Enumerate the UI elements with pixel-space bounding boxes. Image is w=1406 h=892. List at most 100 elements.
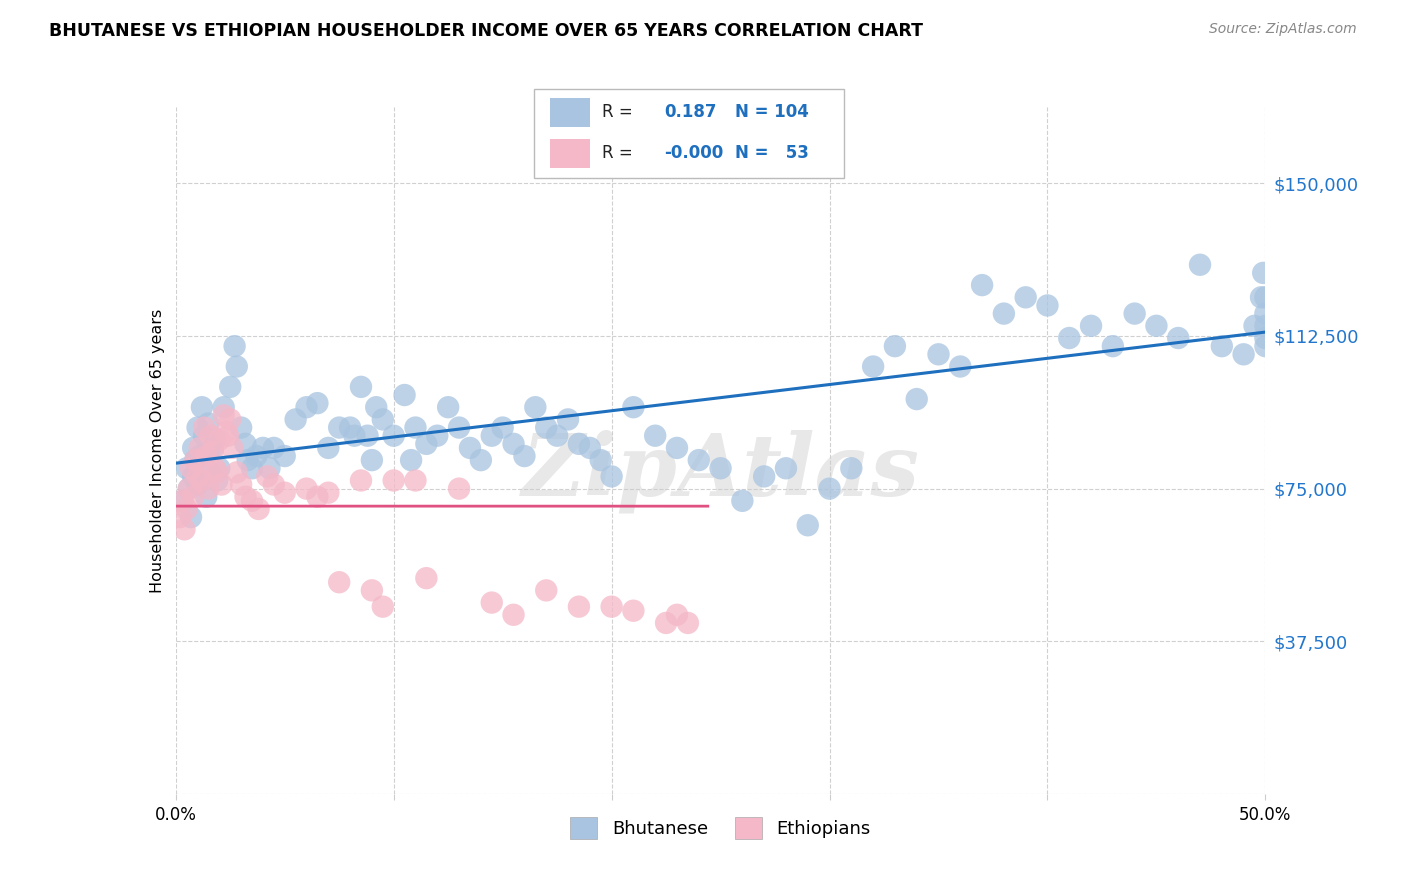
Point	[796, 518, 818, 533]
Point	[295, 401, 318, 415]
Point	[481, 428, 503, 442]
Point	[775, 461, 797, 475]
Point	[197, 482, 219, 496]
Legend: Bhutanese, Ethiopians: Bhutanese, Ethiopians	[562, 810, 879, 847]
Point	[177, 482, 200, 496]
Point	[225, 466, 247, 480]
Point	[1144, 318, 1167, 333]
Point	[197, 445, 219, 459]
Point	[205, 474, 228, 488]
Point	[366, 401, 388, 415]
Point	[193, 428, 215, 442]
Point	[579, 441, 602, 455]
Point	[204, 433, 226, 447]
Point	[195, 490, 218, 504]
Point	[458, 441, 481, 455]
Text: R =: R =	[602, 103, 633, 121]
Point	[225, 359, 247, 374]
Point	[655, 615, 678, 630]
Point	[188, 449, 211, 463]
Text: BHUTANESE VS ETHIOPIAN HOUSEHOLDER INCOME OVER 65 YEARS CORRELATION CHART: BHUTANESE VS ETHIOPIAN HOUSEHOLDER INCOM…	[49, 22, 924, 40]
Point	[343, 428, 366, 442]
Point	[201, 445, 224, 459]
Text: -0.000: -0.000	[664, 145, 724, 162]
Point	[208, 461, 231, 475]
Text: 0.187: 0.187	[664, 103, 717, 121]
Point	[676, 615, 699, 630]
Point	[200, 466, 222, 480]
Point	[546, 428, 568, 442]
Point	[589, 453, 612, 467]
Point	[470, 453, 492, 467]
Point	[970, 278, 993, 293]
Point	[307, 490, 329, 504]
Point	[318, 485, 340, 500]
Point	[568, 599, 591, 614]
Point	[1080, 318, 1102, 333]
Point	[219, 412, 242, 426]
Point	[328, 420, 350, 434]
Point	[184, 453, 207, 467]
Point	[181, 490, 204, 504]
Point	[371, 412, 394, 426]
Point	[949, 359, 972, 374]
Point	[502, 607, 524, 622]
Point	[240, 493, 263, 508]
Point	[557, 412, 579, 426]
Point	[1243, 318, 1265, 333]
Point	[394, 388, 416, 402]
Point	[186, 420, 209, 434]
Point	[172, 493, 194, 508]
Point	[862, 359, 884, 374]
Point	[186, 477, 209, 491]
Point	[382, 428, 405, 442]
Point	[197, 417, 219, 431]
Point	[688, 453, 710, 467]
Point	[217, 428, 239, 442]
Point	[568, 437, 591, 451]
Point	[1167, 331, 1189, 345]
Point	[1254, 318, 1277, 333]
Point	[731, 493, 754, 508]
Point	[235, 437, 257, 451]
Point	[1189, 258, 1212, 272]
Text: R =: R =	[602, 145, 633, 162]
Point	[339, 420, 361, 434]
Point	[263, 477, 285, 491]
Point	[426, 428, 449, 442]
Point	[215, 425, 238, 439]
Point	[295, 482, 318, 496]
Point	[905, 392, 928, 406]
Point	[350, 474, 373, 488]
Point	[884, 339, 907, 353]
Point	[1015, 290, 1038, 304]
Point	[177, 482, 200, 496]
Point	[284, 412, 307, 426]
Point	[252, 441, 274, 455]
Point	[1251, 266, 1274, 280]
Point	[235, 490, 257, 504]
Point	[176, 461, 198, 475]
Point	[212, 409, 235, 423]
Point	[236, 453, 259, 467]
Point	[356, 428, 378, 442]
Point	[1211, 339, 1233, 353]
Point	[240, 461, 263, 475]
Point	[263, 441, 285, 455]
Point	[534, 420, 557, 434]
Point	[621, 604, 644, 618]
Point	[447, 420, 470, 434]
Point	[173, 522, 195, 536]
Bar	[550, 98, 591, 127]
Point	[399, 453, 422, 467]
Point	[191, 401, 214, 415]
Point	[188, 441, 211, 455]
Point	[600, 469, 623, 483]
Text: N =   53: N = 53	[735, 145, 810, 162]
Point	[415, 571, 437, 585]
Point	[1036, 298, 1059, 312]
Point	[1254, 339, 1277, 353]
Point	[274, 449, 297, 463]
Point	[247, 502, 270, 516]
Point	[360, 453, 382, 467]
